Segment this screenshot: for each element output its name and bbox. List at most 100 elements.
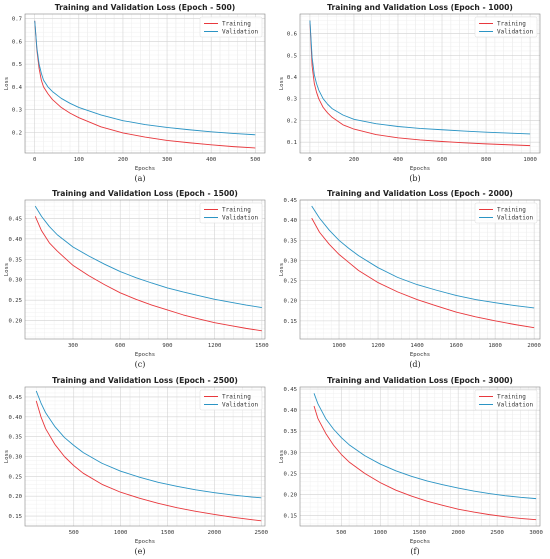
- x-tick-label: 800: [481, 157, 491, 163]
- series-line-training: [311, 217, 535, 329]
- series-line-training: [309, 20, 531, 147]
- x-tick-label: 1200: [371, 343, 384, 349]
- y-tick-label: 0.20: [9, 319, 22, 325]
- y-tick-label: 0.7: [12, 17, 22, 23]
- chart-title: Training and Validation Loss (Epoch - 30…: [327, 376, 513, 385]
- y-tick-label: 0.6: [12, 39, 22, 45]
- legend-label: Validation: [222, 402, 259, 409]
- x-tick-label: 200: [349, 157, 359, 163]
- y-tick-label: 0.45: [284, 198, 297, 204]
- x-tick-label: 2500: [490, 530, 503, 536]
- line-chart: Training and Validation Loss (Epoch - 20…: [279, 189, 541, 369]
- y-tick-label: 0.25: [9, 298, 22, 304]
- chart-title: Training and Validation Loss (Epoch - 50…: [55, 3, 236, 12]
- x-tick-label: 1000: [523, 157, 536, 163]
- series-line-training: [313, 405, 537, 521]
- legend-label: Training: [497, 394, 526, 401]
- y-tick-label: 0.40: [284, 218, 297, 224]
- x-axis-label: Epochs: [135, 166, 155, 172]
- y-tick-label: 0.2: [12, 130, 22, 136]
- y-tick-label: 0.35: [9, 257, 22, 263]
- x-tick-label: 600: [115, 343, 125, 349]
- x-tick-label: 300: [162, 157, 172, 163]
- y-tick-label: 0.40: [9, 237, 22, 243]
- x-tick-label: 500: [336, 530, 346, 536]
- y-tick-label: 0.15: [9, 514, 22, 520]
- y-tick-label: 0.4: [12, 85, 23, 91]
- chart-title: Training and Validation Loss (Epoch - 25…: [52, 376, 238, 385]
- chart-title: Training and Validation Loss (Epoch - 10…: [327, 3, 513, 12]
- y-tick-label: 0.45: [284, 387, 297, 393]
- y-tick-label: 0.40: [9, 415, 22, 421]
- y-tick-label: 0.45: [9, 216, 22, 222]
- x-axis-label: Epochs: [410, 539, 430, 545]
- x-tick-label: 1500: [255, 343, 268, 349]
- y-tick-label: 0.30: [284, 258, 297, 264]
- legend-label: Validation: [497, 215, 534, 222]
- series-line-training: [34, 216, 262, 332]
- y-tick-label: 0.3: [12, 108, 22, 114]
- y-tick-label: 0.35: [284, 429, 297, 435]
- series-line-training: [34, 20, 256, 149]
- legend-label: Training: [222, 207, 251, 214]
- x-tick-label: 2000: [208, 530, 221, 536]
- subfigure-caption: (a): [134, 174, 145, 183]
- x-tick-label: 0: [33, 157, 36, 163]
- x-tick-label: 2500: [255, 530, 268, 536]
- y-tick-label: 0.30: [9, 455, 22, 461]
- chart-panel: Training and Validation Loss (Epoch - 20…: [275, 186, 550, 372]
- chart-title: Training and Validation Loss (Epoch - 15…: [52, 189, 238, 198]
- y-tick-label: 0.40: [284, 408, 297, 414]
- line-chart: Training and Validation Loss (Epoch - 30…: [279, 376, 543, 556]
- x-tick-label: 500: [69, 530, 79, 536]
- y-tick-label: 0.30: [284, 450, 297, 456]
- x-tick-label: 300: [68, 343, 78, 349]
- y-axis-label: Loss: [279, 77, 285, 90]
- series-line-validation: [313, 393, 537, 500]
- chart-panel: Training and Validation Loss (Epoch - 25…: [0, 373, 275, 559]
- legend-label: Training: [497, 21, 526, 28]
- chart-panel: Training and Validation Loss (Epoch - 30…: [275, 373, 550, 559]
- x-tick-label: 1000: [374, 530, 387, 536]
- x-tick-label: 3000: [529, 530, 542, 536]
- subfigure-caption: (c): [135, 360, 146, 369]
- axes-frame: [299, 199, 541, 340]
- line-chart: Training and Validation Loss (Epoch - 25…: [4, 376, 268, 556]
- x-tick-label: 1200: [208, 343, 221, 349]
- y-tick-label: 0.20: [284, 492, 297, 498]
- y-tick-label: 0.25: [284, 471, 297, 477]
- y-tick-label: 0.20: [9, 494, 22, 500]
- y-tick-label: 0.3: [287, 97, 297, 103]
- axes-frame: [299, 386, 541, 527]
- axes-frame: [24, 386, 266, 527]
- series-line-validation: [35, 390, 262, 499]
- x-tick-label: 1600: [449, 343, 462, 349]
- x-tick-label: 600: [437, 157, 447, 163]
- y-axis-label: Loss: [4, 263, 10, 276]
- legend-label: Training: [222, 394, 251, 401]
- subfigure-caption: (b): [409, 174, 420, 183]
- legend-label: Validation: [222, 215, 259, 222]
- x-tick-label: 200: [118, 157, 128, 163]
- y-tick-label: 0.35: [284, 238, 297, 244]
- subfigure-caption: (d): [409, 360, 420, 369]
- x-tick-label: 2000: [527, 343, 540, 349]
- series-line-validation: [311, 205, 535, 309]
- x-tick-label: 1500: [412, 530, 425, 536]
- axes-frame: [24, 199, 266, 340]
- x-tick-label: 1400: [410, 343, 423, 349]
- series-line-validation: [34, 20, 256, 136]
- series-line-training: [35, 400, 262, 522]
- line-chart: Training and Validation Loss (Epoch - 10…: [279, 3, 541, 183]
- legend-label: Validation: [497, 29, 534, 36]
- line-chart: Training and Validation Loss (Epoch - 15…: [4, 189, 269, 369]
- line-chart: Training and Validation Loss (Epoch - 50…: [4, 3, 266, 183]
- y-tick-label: 0.4: [287, 75, 298, 81]
- subfigure-caption: (f): [410, 547, 419, 556]
- x-axis-label: Epochs: [135, 352, 155, 358]
- legend-label: Validation: [222, 29, 259, 36]
- x-tick-label: 1000: [332, 343, 345, 349]
- x-tick-label: 100: [74, 157, 84, 163]
- legend-label: Training: [222, 21, 251, 28]
- y-tick-label: 0.15: [284, 513, 297, 519]
